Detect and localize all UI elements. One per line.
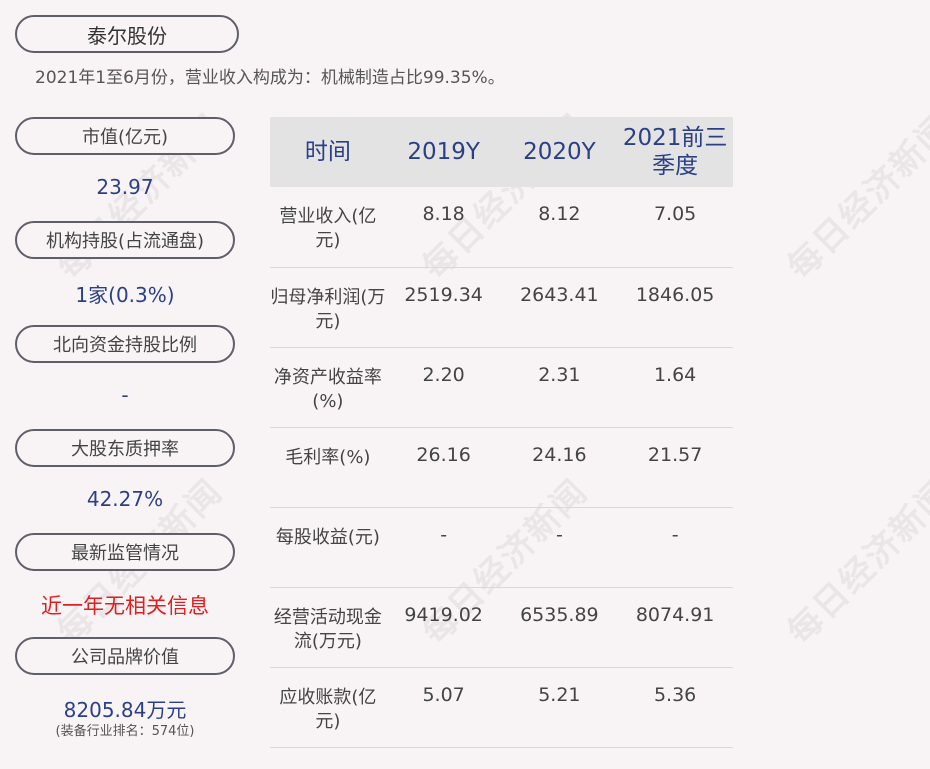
table-cell: 8.18 <box>385 187 502 268</box>
table-cell: 26.16 <box>385 427 502 508</box>
market-cap-label: 市值(亿元) <box>15 117 235 155</box>
table-cell: 24.16 <box>501 427 618 508</box>
watermark: 每日经济新闻 <box>779 106 930 288</box>
table-cell: 2643.41 <box>501 267 618 348</box>
table-header-row: 时间 2019Y 2020Y 2021前三季度 <box>270 117 733 187</box>
table-cell: 2.20 <box>385 347 502 428</box>
table-cell: 6535.89 <box>501 587 618 668</box>
row-label-text: 经营活动现金流(万元) <box>273 606 382 652</box>
table-row: 归母净利润(万元) 2519.34 2643.41 1846.05 <box>270 267 733 348</box>
table-cell: 5.21 <box>501 667 618 748</box>
row-label-text: 净资产收益率(%) <box>273 366 382 412</box>
regulatory-status-value: 近一年无相关信息 <box>41 594 209 618</box>
row-label-text: 毛利率(%) <box>285 446 371 468</box>
table-row: 经营活动现金流(万元) 9419.02 6535.89 8074.91 <box>270 587 733 668</box>
row-label-text: 营业收入(亿元) <box>279 206 377 251</box>
northbound-ratio-label: 北向资金持股比例 <box>15 325 235 363</box>
table-cell: 2.31 <box>501 347 618 428</box>
row-label: 归母净利润(万元) <box>270 267 386 348</box>
row-label: 毛利率(%) <box>270 427 386 508</box>
row-label-text: 归母净利润(万元) <box>270 286 386 332</box>
header-2020: 2020Y <box>501 117 618 187</box>
table-cell: 7.05 <box>617 187 733 268</box>
table-cell: - <box>385 507 502 588</box>
table-cell: 1846.05 <box>617 267 733 348</box>
table-cell: 8074.91 <box>617 587 733 668</box>
table-cell: 21.57 <box>617 427 733 508</box>
header-2021q3: 2021前三季度 <box>617 117 733 187</box>
watermark: 每日经济新闻 <box>779 471 930 653</box>
table-cell: - <box>501 507 618 588</box>
table-cell: 1.64 <box>617 347 733 428</box>
row-label: 营业收入(亿元) <box>270 187 386 268</box>
row-label: 应收账款(亿元) <box>270 667 386 748</box>
table-cell: 8.12 <box>501 187 618 268</box>
row-label-text: 每股收益(元) <box>275 526 380 548</box>
table-row: 净资产收益率(%) 2.20 2.31 1.64 <box>270 347 733 428</box>
row-label: 净资产收益率(%) <box>270 347 386 428</box>
table-row: 应收账款(亿元) 5.07 5.21 5.36 <box>270 667 733 748</box>
regulatory-status-label: 最新监管情况 <box>15 533 235 571</box>
table-cell: 2519.34 <box>385 267 502 348</box>
pledge-rate-label: 大股东质押率 <box>15 429 235 467</box>
brand-value-label: 公司品牌价值 <box>15 637 235 675</box>
institutional-holding-label: 机构持股(占流通盘) <box>15 221 235 259</box>
table-row: 每股收益(元) - - - <box>270 507 733 588</box>
row-label: 每股收益(元) <box>270 507 386 588</box>
table-row: 营业收入(亿元) 8.18 8.12 7.05 <box>270 187 733 268</box>
brand-value-value: 8205.84万元 <box>63 698 187 722</box>
revenue-composition-text: 2021年1至6月份，营业收入构成为：机械制造占比99.35%。 <box>35 68 505 88</box>
institutional-holding-value: 1家(0.3%) <box>75 283 175 307</box>
table-row: 毛利率(%) 26.16 24.16 21.57 <box>270 427 733 508</box>
table-cell: - <box>617 507 733 588</box>
northbound-ratio-value: - <box>121 383 129 407</box>
table-cell: 5.36 <box>617 667 733 748</box>
header-period: 时间 <box>270 117 386 187</box>
pledge-rate-value: 42.27% <box>86 487 164 511</box>
row-label-text: 应收账款(亿元) <box>279 686 377 732</box>
table-cell: 9419.02 <box>385 587 502 668</box>
brand-rank-note: (装备行业排名：574位) <box>55 724 195 739</box>
financial-metrics-table: 时间 2019Y 2020Y 2021前三季度 营业收入(亿元) 8.18 8.… <box>270 117 733 748</box>
company-name-badge: 泰尔股份 <box>15 15 239 53</box>
market-cap-value: 23.97 <box>96 175 154 199</box>
table-cell: 5.07 <box>385 667 502 748</box>
row-label: 经营活动现金流(万元) <box>270 587 386 668</box>
header-2019: 2019Y <box>385 117 502 187</box>
